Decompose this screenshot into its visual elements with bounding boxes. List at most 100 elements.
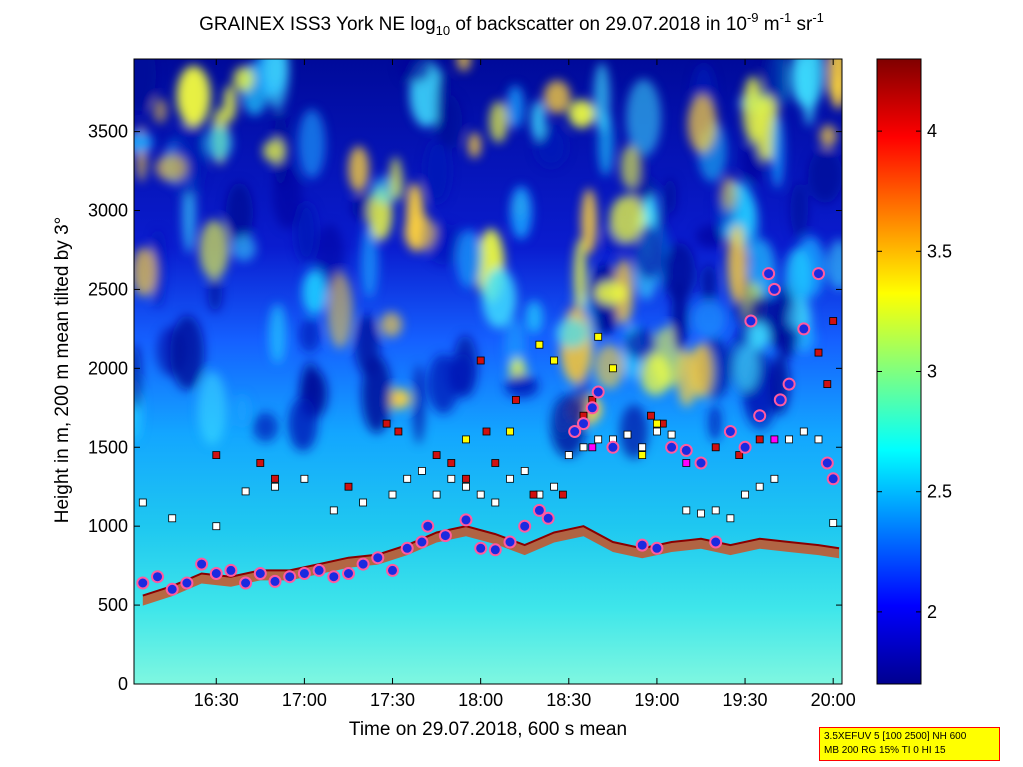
aerosol-layer-marker: [520, 466, 529, 475]
heatmap-cell: [640, 354, 671, 396]
heatmap-cell: [152, 98, 168, 124]
heatmap-cell: [151, 230, 164, 308]
gradient-marker: [491, 459, 500, 467]
aux-marker: [462, 435, 470, 444]
gradient-marker: [256, 459, 265, 467]
cloud-marker: [770, 435, 779, 444]
aerosol-layer-marker: [564, 451, 573, 460]
layer-top-marker: [268, 574, 282, 588]
layer-top-marker: [812, 267, 825, 281]
aerosol-layer-marker: [623, 430, 632, 439]
x-axis-label: Time on 29.07.2018, 600 s mean: [349, 719, 627, 740]
heatmap-cell: [530, 100, 546, 141]
gradient-marker: [559, 490, 567, 499]
heatmap-cell: [298, 109, 326, 179]
heatmap-cell: [550, 394, 586, 458]
heatmap-cell: [626, 79, 661, 157]
layer-top-marker: [421, 519, 435, 533]
heatmap-cell: [456, 229, 483, 288]
layer-top-marker: [342, 567, 355, 580]
heatmap-cell: [231, 235, 257, 262]
heatmap-cell: [634, 224, 663, 281]
heatmap-cell: [742, 76, 764, 143]
y-tick-label: 1000: [88, 516, 128, 536]
heatmap-cell: [361, 355, 392, 434]
layer-top-marker: [400, 541, 414, 555]
heatmap-cell: [790, 182, 809, 238]
layer-top-marker: [312, 563, 326, 577]
heatmap-cell: [791, 59, 824, 109]
title-subscript: 10: [435, 23, 451, 38]
gradient-marker: [476, 356, 485, 365]
heatmap-cell: [134, 247, 157, 297]
layer-top-marker: [386, 563, 399, 577]
heatmap-cell: [767, 325, 800, 350]
y-tick-label: 0: [118, 674, 128, 694]
aerosol-layer-marker: [359, 498, 368, 507]
aerosol-layer-marker: [829, 519, 838, 527]
aerosol-layer-marker: [491, 498, 500, 507]
heatmap-cell: [827, 239, 842, 290]
colorbar-tick-label: 3: [927, 362, 937, 382]
heatmap-cell: [594, 281, 628, 305]
title-superscript-2: -1: [779, 10, 792, 25]
heatmap-cell: [819, 124, 837, 148]
layer-top-marker: [438, 529, 452, 543]
heatmap-cell: [482, 267, 517, 329]
heatmap-cell: [386, 388, 411, 409]
layer-top-marker: [635, 538, 649, 552]
heatmap-cell: [234, 394, 250, 428]
gradient-marker: [271, 474, 279, 483]
heatmap-cell: [223, 85, 237, 122]
heatmap-cell: [360, 223, 379, 299]
heatmap-cell: [389, 156, 402, 201]
heatmap-cell: [525, 300, 543, 334]
heatmap-cell: [302, 269, 327, 315]
gradient-marker: [735, 451, 744, 460]
gradient-marker: [432, 451, 441, 460]
y-tick-label: 500: [98, 595, 128, 615]
aerosol-layer-marker: [814, 435, 823, 444]
layer-top-marker: [195, 557, 209, 571]
colorbar-tick-label: 2.5: [927, 482, 952, 502]
layer-top-marker: [694, 456, 708, 470]
gradient-marker: [814, 348, 823, 357]
heatmap-cell: [134, 131, 153, 154]
heatmap-cell: [690, 343, 713, 398]
aux-marker: [535, 340, 544, 349]
heatmap-cell: [264, 59, 289, 111]
y-axis-label: Height in m, 200 m mean tilted by 3°: [52, 217, 73, 523]
title-superscript-1: -9: [746, 10, 759, 25]
layer-top-marker: [541, 511, 555, 525]
layer-top-marker: [585, 401, 599, 415]
title-superscript-3: -1: [812, 10, 824, 25]
heatmap-cell: [225, 182, 254, 244]
heatmap-cell: [468, 132, 481, 158]
layer-top-marker: [820, 456, 834, 470]
layer-top-marker: [723, 425, 737, 438]
gradient-marker: [482, 427, 491, 436]
gradient-marker: [462, 474, 470, 483]
heatmap-cell: [663, 242, 696, 303]
colorbar: [876, 58, 922, 685]
y-tick-label: 2500: [88, 279, 128, 299]
layer-top-marker: [356, 557, 370, 571]
heatmap-cell: [701, 263, 717, 304]
gradient-marker: [344, 482, 353, 491]
x-tick-label: 19:00: [634, 690, 679, 710]
heatmap-cell: [741, 139, 764, 184]
aerosol-layer-marker: [447, 474, 456, 483]
aerosol-layer-marker: [799, 427, 808, 436]
layer-top-marker: [591, 385, 605, 399]
aerosol-layer-marker: [755, 482, 764, 491]
heatmap-cell: [581, 188, 598, 255]
heatmap-cell: [742, 198, 759, 257]
gradient-marker: [447, 459, 456, 467]
layer-top-marker: [782, 377, 796, 391]
heatmap-cell: [327, 272, 353, 349]
gradient-marker: [829, 317, 838, 325]
layer-top-marker: [577, 417, 590, 431]
heatmap-cell: [504, 319, 526, 370]
heatmap-cell: [436, 71, 449, 146]
aerosol-layer-marker: [579, 443, 588, 452]
